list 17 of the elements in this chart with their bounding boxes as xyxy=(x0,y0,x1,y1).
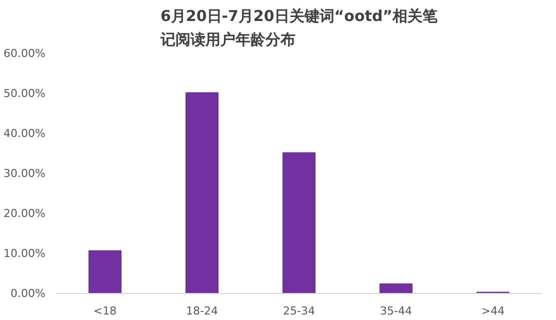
y-tick-label: 50.00% xyxy=(4,87,46,100)
y-tick-label: 30.00% xyxy=(4,167,46,180)
y-tick-label: 20.00% xyxy=(4,207,46,220)
bar xyxy=(379,283,413,294)
x-tick-label: 25-34 xyxy=(283,304,315,318)
x-tick-label: 18-24 xyxy=(186,304,218,318)
y-tick-label: 10.00% xyxy=(4,247,46,260)
x-tick-label: >44 xyxy=(481,304,505,318)
chart-title: 6月20日-7月20日关键词“ootd”相关笔记阅读用户年龄分布 xyxy=(159,7,439,48)
y-tick-label: 60.00% xyxy=(4,47,46,60)
bar xyxy=(88,250,122,294)
y-tick-label: 40.00% xyxy=(4,127,46,140)
y-tick-label: 0.00% xyxy=(10,287,46,300)
bar xyxy=(185,92,219,294)
x-tick-label: <18 xyxy=(93,304,117,318)
x-tick-label: 35-44 xyxy=(380,304,412,318)
bar xyxy=(282,152,316,294)
